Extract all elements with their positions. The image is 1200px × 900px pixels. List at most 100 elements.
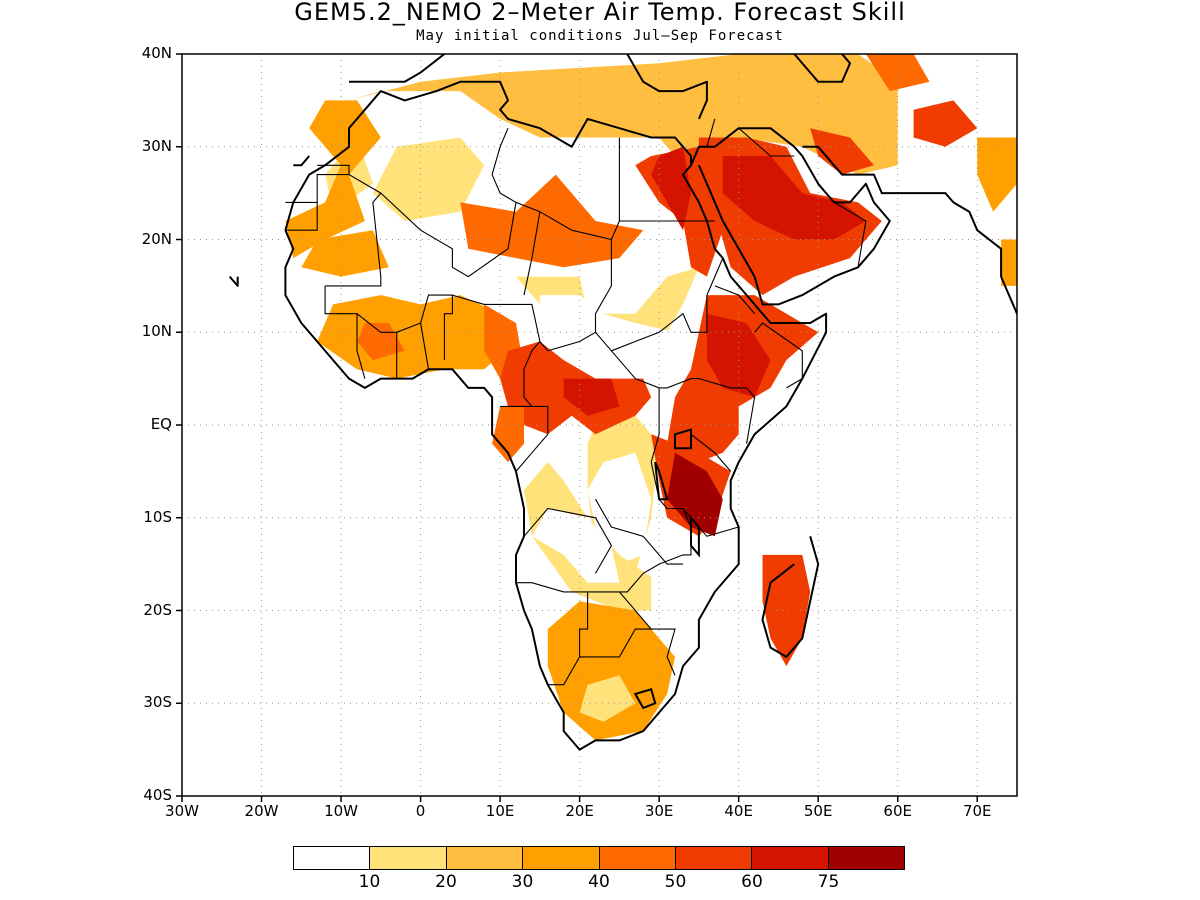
country-border [754,322,803,389]
color-bar-label: 50 [664,872,687,892]
lat-label: 20N [141,229,172,248]
map-title: GEM5.2_NEMO 2–Meter Air Temp. Forecast S… [294,0,906,26]
country-border [706,118,716,147]
lat-label: EQ [150,415,172,433]
skill-region [722,156,866,240]
color-bar-swatch [828,847,904,869]
coastline-anatolia [626,54,708,120]
lat-label: 30S [143,693,172,712]
country-border [579,628,652,658]
country-border [523,211,541,296]
lat-label: 10S [143,507,172,526]
color-bar-swatch [446,847,524,869]
lon-label: 10W [324,802,358,820]
lon-label: 20W [244,802,279,820]
color-bar-swatch [675,847,753,869]
skill-region [563,378,620,416]
skill-region [706,313,771,398]
color-bar-label: 75 [817,872,840,892]
skill-region [651,564,707,620]
skill-region [460,174,644,268]
coastline-iran [802,145,1017,315]
country-border [618,591,676,676]
lon-label: 30E [644,802,674,820]
skill-region [810,128,874,175]
lon-label: 0 [415,802,426,820]
coastline-africa [284,80,828,751]
color-bar-swatch [599,847,676,869]
lat-label: 30N [141,136,172,155]
lat-label: 10N [141,322,172,341]
color-bar-label: 60 [741,872,763,892]
map-subtitle: May initial conditions Jul–Sep Forecast [416,28,784,44]
lon-label: 20E [565,802,594,820]
coastline-europe [349,54,446,83]
country-border [452,294,549,472]
country-border [317,127,517,278]
skill-region [913,100,978,147]
color-bar-label: 20 [435,872,457,892]
skill-shading-layer [285,54,1017,741]
lat-label: 40N [141,44,172,62]
skill-region [531,508,620,583]
country-border [682,508,739,537]
lesotho [633,688,657,710]
country-border [324,285,453,361]
country-border [325,192,382,287]
color-bar-label: 30 [511,872,534,892]
lake-victoria [674,428,692,450]
skill-region [1001,239,1017,286]
lon-label: 60E [883,802,912,820]
lon-label: 50E [803,802,833,820]
coastline-madagascar [761,536,820,658]
lat-label: 20S [143,600,172,619]
axis-ticks [176,53,978,802]
skill-region [579,675,636,722]
country-border [547,387,692,686]
color-bar-swatch [523,847,600,869]
land-outline-layer [228,54,1017,751]
coastline-arabia [690,127,891,306]
lake-tanganyika [654,461,669,501]
coastline-caspian [793,54,851,83]
coastline-cape-verde [228,275,239,287]
skill-region [317,54,898,175]
skill-region [301,230,389,277]
lon-label: 70E [962,802,992,820]
skill-region [380,230,421,268]
skill-region [762,554,811,667]
country-border [698,378,756,444]
country-border [356,313,366,379]
color-bar [293,846,905,870]
skill-region [372,137,485,221]
lat-label: 40S [143,786,172,804]
color-bar-swatch [294,847,371,869]
color-bar-swatch [752,847,829,869]
skill-region [539,295,691,379]
skill-region [547,601,675,741]
color-bar-label: 40 [588,872,610,892]
lon-label: 10E [485,802,515,820]
country-border [324,350,334,361]
skill-region [977,137,1017,212]
skill-region [667,452,723,537]
country-border [690,433,732,472]
country-border [539,331,596,352]
coastline-canaries [293,155,310,167]
skill-region [285,100,381,259]
lon-label: 30W [165,802,199,820]
country-border [516,582,588,593]
skill-region [651,146,691,231]
skill-region [587,452,652,565]
country-border [738,127,795,157]
lon-label: 40E [724,802,753,820]
country-border [420,322,430,370]
country-border [523,507,613,574]
color-bar-label: 10 [358,872,381,892]
country-border [595,498,683,565]
skill-region [317,295,516,379]
color-bar-swatch [370,847,447,869]
gridlines [182,54,1017,796]
country-border [833,201,867,278]
country-border [611,257,724,352]
